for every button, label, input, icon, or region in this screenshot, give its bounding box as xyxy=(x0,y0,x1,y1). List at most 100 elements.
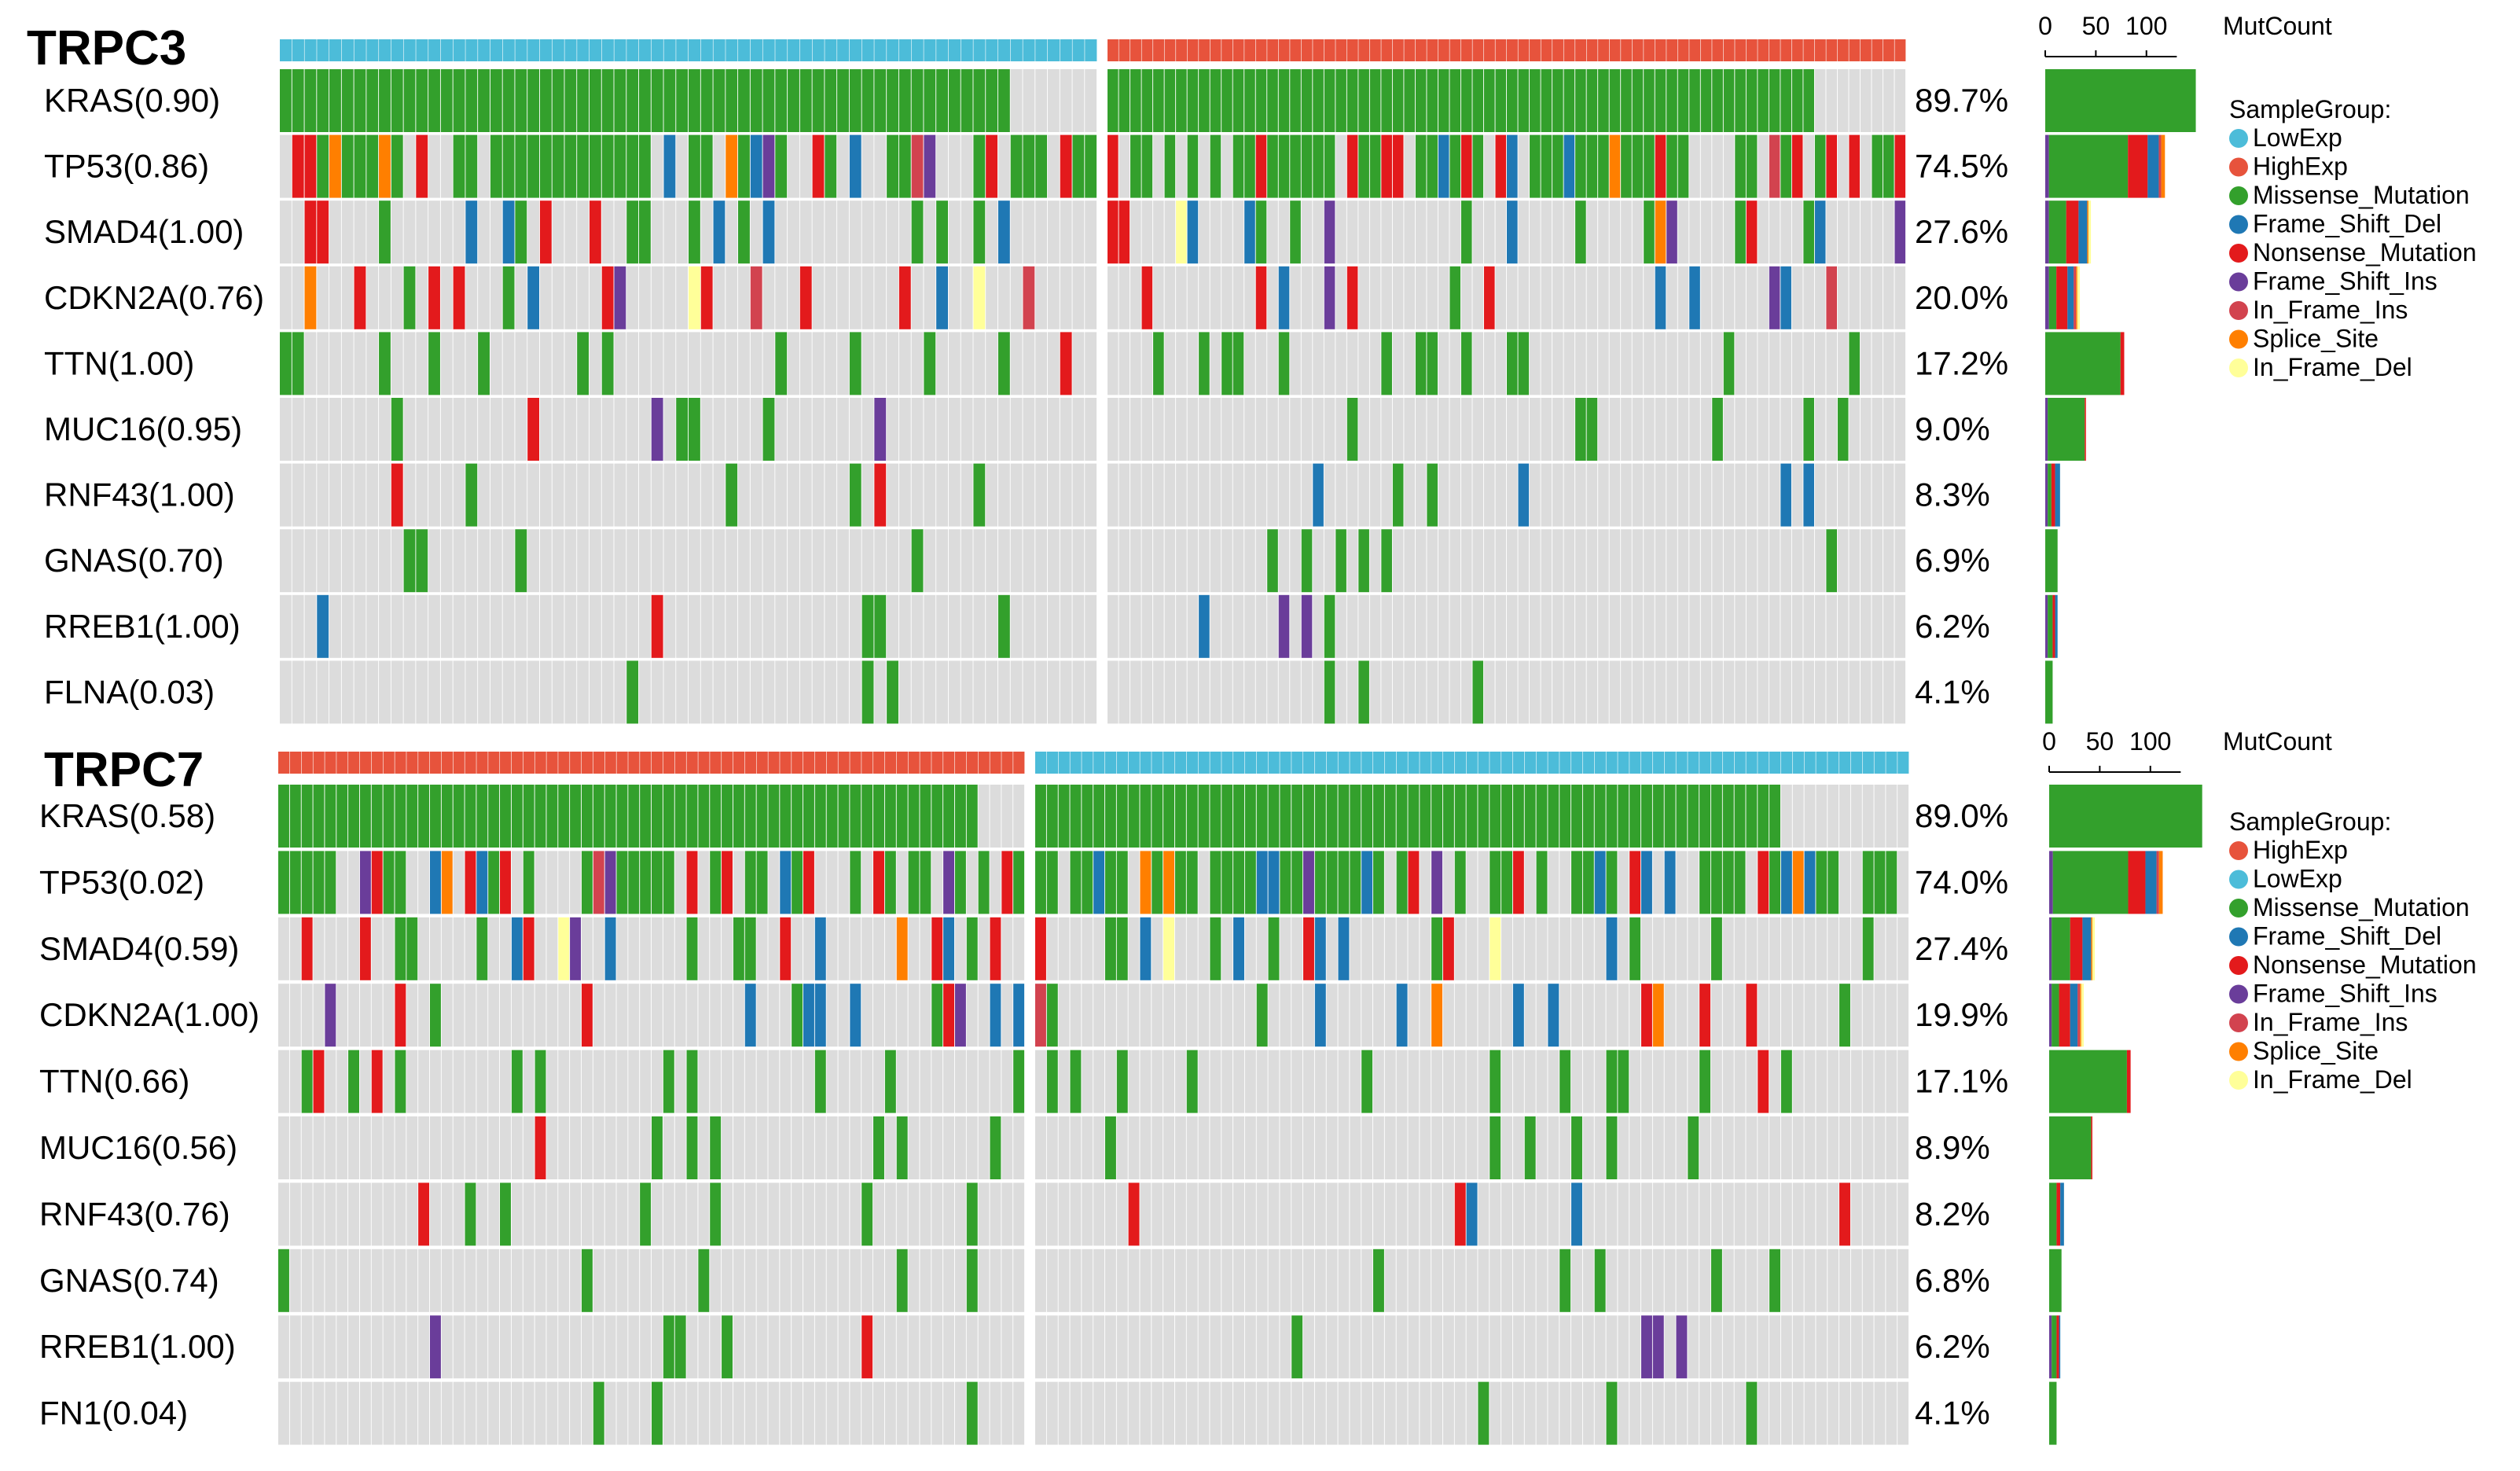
empty-cell xyxy=(1886,1315,1897,1379)
empty-cell xyxy=(1291,984,1303,1047)
empty-cell xyxy=(990,1182,1001,1246)
empty-cell xyxy=(744,1050,756,1113)
mutation-cell xyxy=(1278,594,1290,658)
mutation-cell xyxy=(936,200,949,264)
legend-label-in-frame-del: In_Frame_Del xyxy=(2253,353,2412,381)
empty-cell xyxy=(799,134,812,198)
mutation-cell xyxy=(418,1182,430,1246)
empty-cell xyxy=(1758,984,1769,1047)
empty-cell xyxy=(552,332,564,395)
mutation-cell xyxy=(973,69,986,132)
empty-cell xyxy=(1176,463,1187,527)
empty-cell xyxy=(762,266,775,329)
empty-cell xyxy=(1221,529,1232,593)
group-annotation-cell xyxy=(1501,752,1513,774)
mutation-cell xyxy=(1862,917,1874,980)
mutation-cell xyxy=(1559,1050,1571,1113)
mutation-cell xyxy=(1466,785,1478,848)
mutation-cell xyxy=(515,134,527,198)
empty-cell xyxy=(1104,1315,1116,1379)
empty-cell xyxy=(289,1050,301,1113)
mutation-cell xyxy=(750,69,762,132)
gene-row-rreb1-1-00 xyxy=(1108,594,1906,658)
empty-cell xyxy=(651,332,663,395)
empty-cell xyxy=(1816,1381,1828,1445)
mutation-cell xyxy=(837,69,849,132)
empty-cell xyxy=(1404,266,1415,329)
gene-row-fn1-0-04 xyxy=(1035,1381,1909,1445)
mutation-cell xyxy=(1104,1116,1116,1179)
mutcount-bar-nonsense-mutation xyxy=(2051,463,2055,527)
empty-cell xyxy=(1791,200,1803,264)
mutation-cell xyxy=(1758,69,1769,132)
empty-cell xyxy=(1872,332,1883,395)
mutation-cell xyxy=(336,785,348,848)
empty-cell xyxy=(465,332,478,395)
empty-cell xyxy=(1070,1116,1082,1179)
mutation-cell xyxy=(1559,1249,1571,1312)
mutation-cell xyxy=(1575,398,1586,461)
empty-cell xyxy=(1278,529,1290,593)
empty-cell xyxy=(1082,1315,1093,1379)
group-annotation-cell xyxy=(511,752,523,774)
mutation-cell xyxy=(1255,266,1267,329)
empty-cell xyxy=(1530,266,1541,329)
empty-cell xyxy=(896,1050,908,1113)
mutation-cell xyxy=(966,917,978,980)
mutation-cell xyxy=(1483,266,1495,329)
empty-cell xyxy=(1814,463,1826,527)
group-annotation-cell xyxy=(908,752,920,774)
empty-cell xyxy=(359,1116,371,1179)
empty-cell xyxy=(1268,1249,1280,1312)
mutation-cell xyxy=(1346,398,1358,461)
empty-cell xyxy=(1420,984,1431,1047)
legend-label-frame-shift-ins: Frame_Shift_Ins xyxy=(2253,980,2437,1008)
empty-cell xyxy=(406,851,418,914)
group-annotation-cell xyxy=(604,752,616,774)
mutation-cell xyxy=(1221,69,1232,132)
mutation-cell xyxy=(1518,69,1530,132)
empty-cell xyxy=(1346,594,1358,658)
empty-cell xyxy=(1700,266,1712,329)
empty-cell xyxy=(1676,1182,1688,1246)
mutation-cell xyxy=(762,398,775,461)
empty-cell xyxy=(1722,1050,1734,1113)
empty-cell xyxy=(440,463,453,527)
empty-cell xyxy=(978,984,990,1047)
mutation-cell xyxy=(1746,134,1758,198)
empty-cell xyxy=(792,917,803,980)
empty-cell xyxy=(1559,1116,1571,1179)
empty-cell xyxy=(1746,594,1758,658)
empty-cell xyxy=(1571,1315,1582,1379)
mutation-cell xyxy=(943,785,955,848)
empty-cell xyxy=(1594,984,1606,1047)
mutation-cell xyxy=(1769,134,1780,198)
empty-cell xyxy=(593,917,604,980)
group-annotation-cell xyxy=(313,752,325,774)
empty-cell xyxy=(1621,529,1632,593)
empty-cell xyxy=(1490,1182,1501,1246)
empty-cell xyxy=(1746,529,1758,593)
mutation-cell xyxy=(1460,69,1472,132)
mutation-frequency-label: 6.9% xyxy=(1915,542,1990,579)
mutation-cell xyxy=(689,200,700,264)
empty-cell xyxy=(581,1050,593,1113)
empty-cell xyxy=(1431,1182,1443,1246)
empty-cell xyxy=(1541,332,1552,395)
empty-cell xyxy=(1187,660,1199,724)
mutation-cell xyxy=(762,69,775,132)
group-annotation-cell xyxy=(663,752,675,774)
empty-cell xyxy=(546,917,558,980)
mutation-cell xyxy=(792,984,803,1047)
mutation-cell xyxy=(523,785,534,848)
empty-cell xyxy=(366,529,379,593)
mutation-cell xyxy=(943,984,955,1047)
empty-cell xyxy=(511,1116,523,1179)
group-annotation-cell xyxy=(1837,39,1849,61)
empty-cell xyxy=(1244,1116,1256,1179)
empty-cell xyxy=(500,1381,511,1445)
mutation-cell xyxy=(1324,134,1335,198)
empty-cell xyxy=(961,529,973,593)
empty-cell xyxy=(1404,200,1415,264)
empty-cell xyxy=(1035,463,1048,527)
